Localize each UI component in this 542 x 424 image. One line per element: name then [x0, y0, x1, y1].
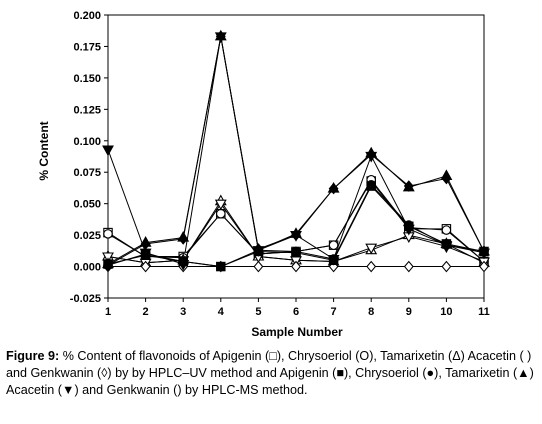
- x-tick-label: 7: [331, 306, 337, 318]
- y-tick-label: 0.125: [73, 104, 101, 116]
- data-point: [140, 260, 151, 273]
- y-tick-label: 0.175: [73, 41, 101, 53]
- y-tick-label: 0.150: [73, 73, 101, 85]
- data-point: [216, 261, 226, 272]
- x-tick-label: 8: [368, 306, 374, 318]
- data-point: [103, 229, 113, 239]
- data-point: [140, 238, 151, 250]
- axis-ticks: -0.025 0.000 0.025 0.050 0.075 0.100 0.125 0.15…: [70, 10, 490, 318]
- series-markers: [103, 30, 489, 272]
- data-point: [215, 30, 226, 43]
- caption-text: % Content of flavonoids of Apigenin (□),…: [6, 349, 534, 397]
- x-tick-label: 4: [218, 306, 225, 318]
- data-point: [441, 172, 452, 185]
- data-point: [366, 180, 376, 190]
- y-tick-label: 0.075: [73, 167, 101, 179]
- x-tick-label: 5: [255, 306, 261, 318]
- data-point: [328, 182, 339, 195]
- x-axis-title: Sample Number: [251, 325, 343, 339]
- x-tick-label: 1: [105, 306, 111, 318]
- y-tick-label: 0.100: [73, 136, 101, 148]
- x-tick-label: 3: [180, 306, 186, 318]
- x-tick-label: 9: [406, 306, 412, 318]
- x-tick-label: 6: [293, 306, 299, 318]
- data-point: [103, 259, 113, 272]
- data-point: [178, 233, 189, 245]
- y-tick-label: 0.000: [73, 262, 101, 274]
- y-tick-label: 0.200: [73, 10, 101, 22]
- data-point: [216, 208, 226, 219]
- data-point: [328, 240, 339, 250]
- x-tick-label: 2: [143, 306, 149, 318]
- data-point: [403, 180, 414, 192]
- x-tick-label: 11: [478, 306, 490, 318]
- data-point: [102, 145, 114, 157]
- data-point: [402, 224, 415, 236]
- data-point: [403, 260, 414, 273]
- y-axis-title: % Content: [37, 121, 51, 180]
- series-group: [102, 29, 490, 273]
- y-tick-label: -0.025: [70, 293, 101, 305]
- x-tick-label: 10: [440, 306, 452, 318]
- data-point: [177, 259, 190, 271]
- data-point: [479, 245, 489, 258]
- data-point: [291, 246, 301, 257]
- data-point: [253, 243, 264, 255]
- data-point: [441, 225, 452, 235]
- data-point: [253, 260, 264, 273]
- data-point: [291, 229, 301, 241]
- figure-caption: Figure 9: % Content of flavonoids of Api…: [6, 348, 538, 398]
- data-point: [479, 260, 489, 273]
- data-point: [214, 199, 227, 211]
- flavonoid-content-chart: -0.025 0.000 0.025 0.050 0.075 0.100 0.125 0.15…: [37, 10, 490, 339]
- data-point: [441, 260, 452, 273]
- data-point: [366, 148, 377, 161]
- y-tick-label: 0.025: [73, 230, 101, 242]
- data-point: [327, 254, 340, 266]
- data-point: [365, 243, 378, 255]
- y-tick-label: 0.050: [73, 199, 101, 211]
- caption-label: Figure 9:: [6, 349, 60, 363]
- data-point: [440, 241, 453, 252]
- data-point: [291, 260, 301, 273]
- data-point: [366, 260, 377, 273]
